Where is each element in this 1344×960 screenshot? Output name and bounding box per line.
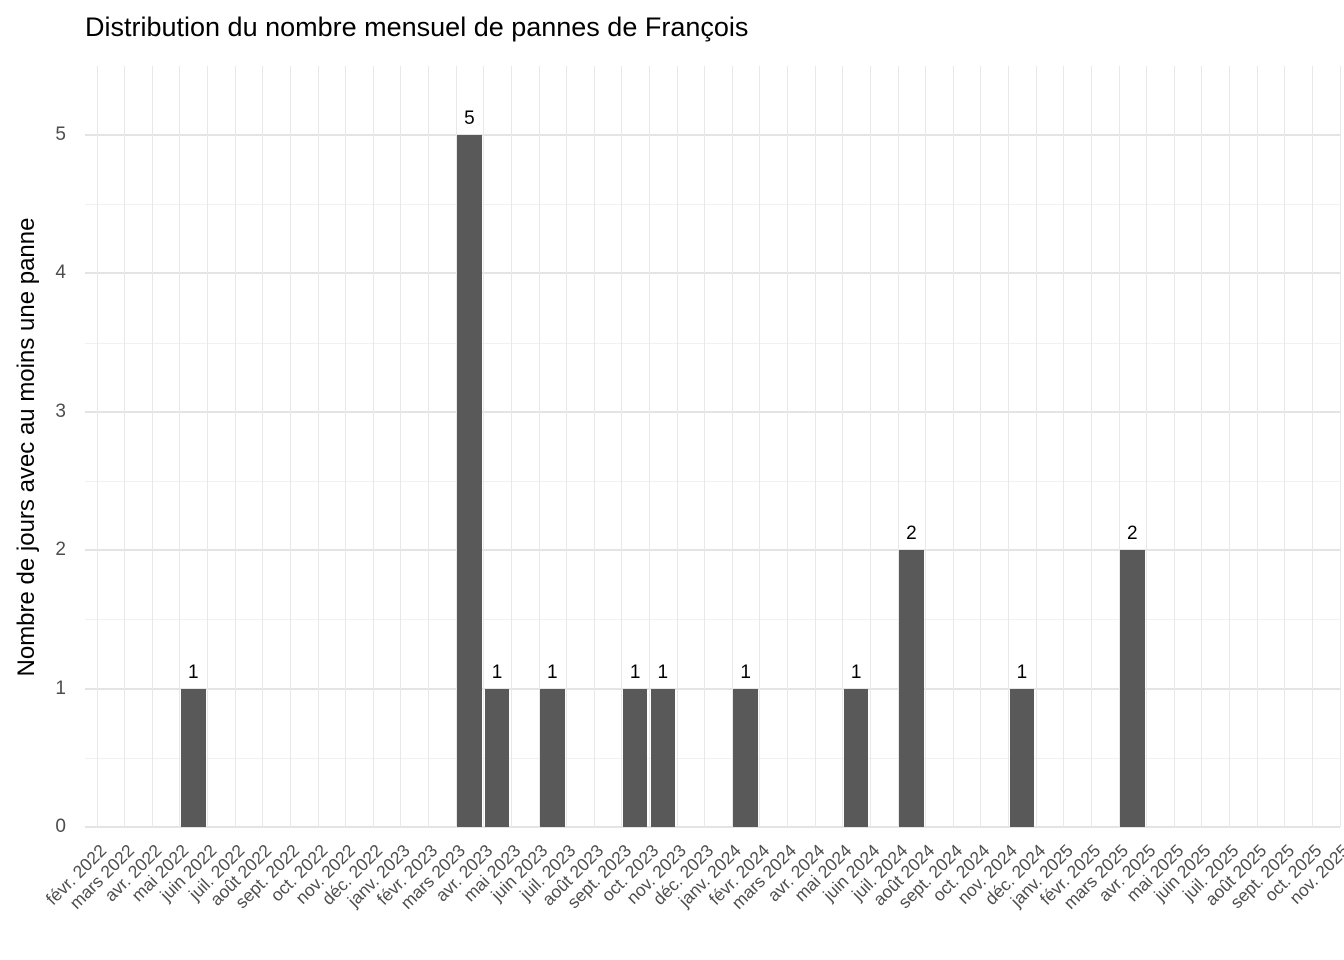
bar-value-label-juil-2024: 2 [906,523,917,545]
gridline-x-d-c-2022 [372,66,374,827]
gridline-x-avr-2025 [1146,66,1148,827]
minor-gridline-y-2.5 [85,481,1340,482]
gridline-x-ao-t-2024 [925,66,927,827]
y-tick-label-0: 0 [55,816,66,837]
y-tick-label-2: 2 [55,539,66,561]
gridline-x-sept-2023 [621,66,623,827]
bar-value-label-mai-2022: 1 [187,661,199,683]
gridline-x-d-c-2024 [1035,66,1037,827]
y-tick-label-5: 5 [55,124,66,145]
gridline-x-mai-2022 [179,66,181,827]
gridline-x-oct-2022 [317,66,319,827]
gridline-x-ao-t-2022 [262,66,264,827]
gridline-x-ao-t-2025 [1256,66,1258,827]
gridline-x-janv-2025 [1063,66,1065,827]
gridline-x-nov-2024 [1008,66,1010,827]
bar-juil-2024 [899,550,924,827]
gridline-x-f-vr-2022 [96,66,98,827]
gridline-x-nov-2022 [345,66,347,827]
gridline-x-mars-2022 [124,66,126,827]
chart-title: Distribution du nombre mensuel de pannes… [85,12,749,42]
y-tick-label-4: 4 [55,262,66,284]
gridline-x-janv-2023 [400,66,402,827]
bar-value-label-mars-2025: 2 [1127,523,1138,545]
gridline-x-juin-2024 [869,66,871,827]
gridline-x-d-c-2023 [704,66,706,827]
gridline-y-5 [85,134,1340,136]
gridline-x-sept-2022 [289,66,291,827]
bar-mai-2024 [843,688,869,827]
bar-value-label-janv-2024: 1 [740,661,751,683]
bar-oct-2023 [650,688,676,827]
minor-gridline-y-4.5 [85,204,1340,206]
gridline-y-2 [85,549,1340,552]
bar-sept-2023 [622,688,648,827]
gridline-y-0 [85,826,1340,828]
gridline-x-juil-2024 [897,66,899,827]
gridline-x-sept-2024 [952,66,954,827]
gridline-y-1 [85,687,1340,690]
gridline-x-mai-2023 [510,66,512,827]
gridline-x-mars-2024 [787,66,789,827]
gridline-x-avr-2022 [151,66,153,827]
bar-nov-2024 [1009,688,1035,827]
bar-value-label-mars-2023: 5 [464,108,475,129]
gridline-x-mai-2024 [842,66,844,827]
gridline-x-juil-2023 [566,66,568,827]
gridline-x-juin-2025 [1201,66,1203,827]
gridline-x-ao-t-2023 [593,66,595,827]
bar-value-label-oct-2023: 1 [657,661,669,683]
gridline-x-oct-2023 [649,66,650,827]
gridline-x-oct-2024 [980,66,982,827]
bar-value-label-avr-2023: 1 [491,661,503,683]
gridline-x-juil-2025 [1229,66,1231,827]
minor-gridline-y-0.5 [85,757,1340,759]
gridline-x-oct-2025 [1311,66,1313,827]
gridline-x-sept-2025 [1284,66,1286,827]
gridline-x-f-vr-2024 [759,66,761,827]
minor-gridline-y-1.5 [85,619,1340,621]
gridline-x-avr-2024 [814,66,816,827]
bar-janv-2024 [733,688,758,827]
y-tick-label-3: 3 [55,400,66,422]
gridline-x-mai-2025 [1173,66,1175,827]
bar-mars-2025 [1120,550,1145,827]
gridline-x-f-vr-2023 [428,66,430,827]
gridline-x-f-vr-2025 [1090,66,1092,827]
y-tick-label-1: 1 [55,677,66,699]
gridline-x-nov-2025 [1339,66,1341,827]
bar-mai-2022 [180,688,206,827]
y-axis-title: Nombre de jours avec au moins une panne [13,217,40,677]
gridline-y-4 [85,272,1340,275]
bar-value-label-mai-2024: 1 [850,661,862,683]
bar-value-label-juin-2023: 1 [547,661,558,683]
gridline-y-3 [85,410,1340,413]
gridline-x-mars-2025 [1118,66,1120,827]
gridline-x-juil-2022 [234,66,236,827]
bar-avr-2023 [484,688,510,827]
bar-value-label-nov-2024: 1 [1016,661,1028,683]
bar-value-label-sept-2023: 1 [629,661,641,683]
gridline-x-juin-2023 [538,66,540,827]
minor-gridline-y-3.5 [85,342,1340,344]
gridline-x-mars-2023 [455,66,457,827]
gridline-x-juin-2022 [207,66,209,827]
bar-mars-2023 [457,135,482,827]
gridline-x-nov-2023 [676,66,678,827]
bar-juin-2023 [540,688,565,827]
gridline-x-janv-2024 [731,66,733,827]
gridline-x-avr-2023 [483,66,485,827]
